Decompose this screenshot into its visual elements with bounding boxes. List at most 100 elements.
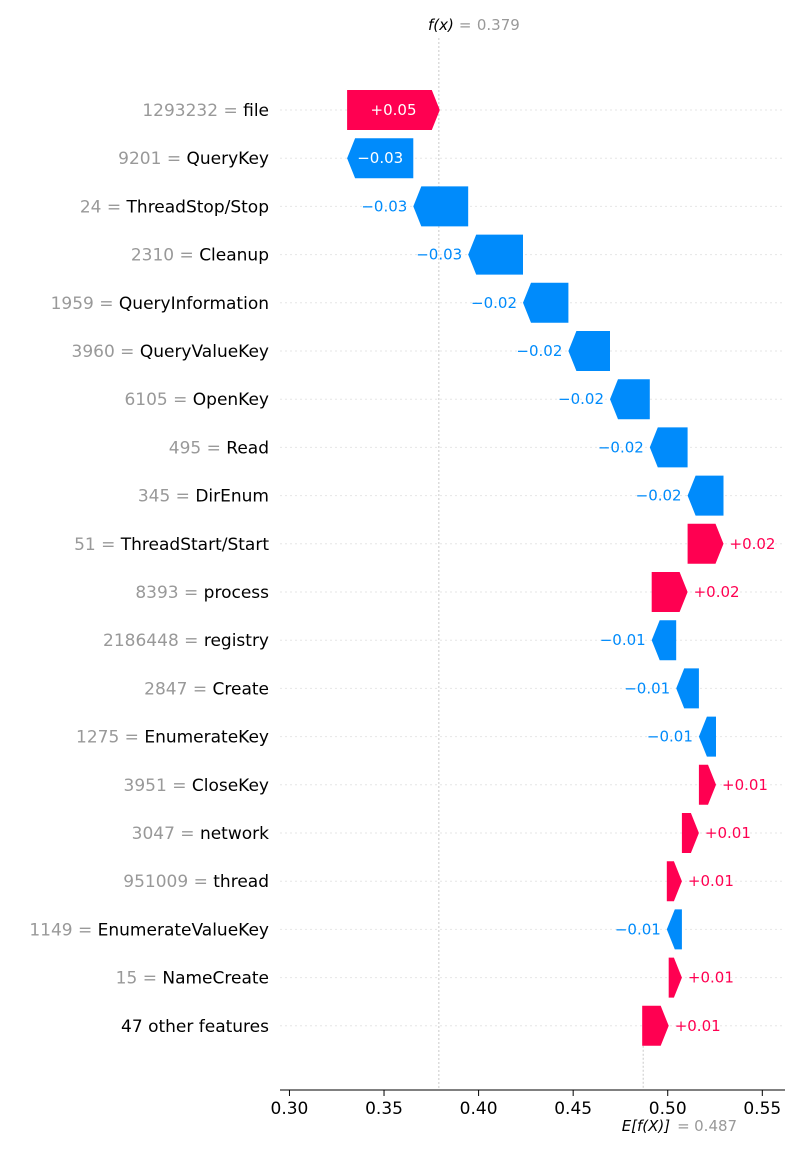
x-tick-label: 0.35	[365, 1099, 403, 1119]
feature-name: thread	[213, 872, 269, 892]
feature-value: 1149	[29, 920, 72, 940]
contribution-label: −0.01	[615, 920, 661, 938]
fx-equals: =	[459, 16, 472, 34]
contribution-label: −0.01	[600, 631, 646, 649]
feature-label: 1959 = QueryInformation	[51, 294, 269, 314]
feature-name: EnumerateKey	[144, 728, 269, 748]
feature-label: 3951 = CloseKey	[124, 776, 269, 796]
feature-label: 47 other features	[121, 1017, 269, 1037]
feature-name: 47 other features	[121, 1017, 269, 1037]
feature-value: 2310	[131, 246, 174, 266]
x-tick-label: 0.30	[271, 1099, 309, 1119]
feature-label: 2847 = Create	[144, 679, 269, 699]
feature-equals: =	[137, 969, 162, 989]
feature-label: 51 = ThreadStart/Start	[74, 535, 269, 555]
negative-contribution-bar	[468, 234, 523, 275]
contribution-label: +0.01	[675, 1017, 721, 1035]
feature-equals: =	[175, 824, 200, 844]
negative-contribution-bar	[649, 427, 688, 468]
feature-label: 3047 = network	[132, 824, 270, 844]
feature-name: QueryKey	[187, 149, 270, 169]
x-axis: 0.30 0.35 0.40 0.45 0.50 0.55	[271, 1089, 785, 1119]
feature-label: 951009 = thread	[123, 872, 269, 892]
negative-contribution-bar	[523, 282, 569, 323]
feature-equals: =	[115, 342, 140, 362]
fx-annotation: f(x) = 0.379	[428, 16, 520, 34]
positive-contribution-bar	[681, 813, 699, 853]
contribution-label: −0.03	[357, 149, 403, 167]
feature-value: 51	[74, 535, 96, 555]
contribution-label: +0.01	[688, 872, 734, 890]
fx-value: 0.379	[477, 16, 520, 34]
negative-contribution-bar	[347, 138, 414, 179]
negative-contribution-bar	[651, 620, 677, 661]
efx-label: E[f(X)]	[622, 1117, 671, 1135]
x-tick-label: 0.45	[554, 1099, 592, 1119]
positive-contribution-bar	[347, 90, 440, 130]
contribution-label: −0.03	[416, 246, 462, 264]
negative-contribution-bar	[698, 716, 716, 757]
feature-value: 1959	[51, 294, 94, 314]
positive-contribution-bar	[668, 957, 682, 998]
feature-value: 15	[116, 969, 138, 989]
contribution-label: −0.02	[516, 342, 562, 360]
negative-contribution-bar	[676, 668, 699, 709]
feature-name: Read	[226, 438, 269, 458]
feature-name: QueryValueKey	[140, 342, 269, 362]
feature-name: QueryInformation	[119, 294, 269, 314]
feature-labels: 1293232 = file 9201 = QueryKey 24 = Thread…	[29, 101, 269, 1037]
x-tick-label: 0.50	[649, 1099, 687, 1119]
feature-name: network	[200, 824, 269, 844]
efx-equals: =	[677, 1117, 690, 1135]
contribution-label: −0.01	[647, 728, 693, 746]
feature-equals: =	[161, 149, 186, 169]
efx-value: 0.487	[694, 1117, 737, 1135]
feature-value: 8393	[135, 583, 178, 603]
feature-name: ThreadStart/Start	[120, 535, 270, 555]
feature-equals: =	[94, 294, 119, 314]
negative-contribution-bar	[687, 475, 724, 516]
reference-lines	[438, 38, 644, 1090]
contribution-label: +0.05	[371, 101, 417, 119]
contribution-label: +0.02	[694, 583, 740, 601]
contribution-label: +0.01	[722, 776, 768, 794]
feature-value: 2186448	[103, 631, 179, 651]
feature-equals: =	[73, 920, 98, 940]
feature-label: 6105 = OpenKey	[124, 390, 269, 410]
feature-name: EnumerateValueKey	[98, 920, 269, 940]
positive-contribution-bar	[687, 523, 724, 564]
feature-equals: =	[187, 679, 212, 699]
contribution-label: −0.03	[361, 197, 407, 215]
feature-name: ThreadStop/Stop	[126, 197, 269, 217]
contribution-label: −0.02	[558, 390, 604, 408]
feature-name: file	[243, 101, 269, 121]
feature-equals: =	[119, 728, 144, 748]
feature-equals: =	[179, 583, 204, 603]
feature-label: 1149 = EnumerateValueKey	[29, 920, 269, 940]
feature-value: 1275	[76, 728, 119, 748]
feature-equals: =	[168, 390, 193, 410]
x-tick-label: 0.55	[743, 1099, 781, 1119]
feature-label: 2186448 = registry	[103, 631, 269, 651]
feature-name: Cleanup	[199, 246, 269, 266]
feature-equals: =	[96, 535, 121, 555]
feature-label: 1275 = EnumerateKey	[76, 728, 269, 748]
feature-equals: =	[188, 872, 213, 892]
contribution-bars: +0.05 −0.03 −0.03 −0.03 −0.02 −0.02 −0.02 −0.02…	[347, 90, 775, 1046]
feature-value: 345	[138, 487, 170, 507]
feature-value: 24	[80, 197, 102, 217]
feature-equals: =	[101, 197, 126, 217]
feature-label: 9201 = QueryKey	[118, 149, 269, 169]
feature-value: 6105	[124, 390, 167, 410]
negative-contribution-bar	[610, 379, 650, 420]
feature-name: Create	[213, 679, 270, 699]
efx-annotation: E[f(X)] = 0.487	[622, 1117, 737, 1135]
contribution-label: −0.02	[636, 487, 682, 505]
positive-contribution-bar	[698, 764, 716, 805]
feature-equals: =	[201, 438, 226, 458]
feature-label: 495 = Read	[169, 438, 269, 458]
x-tick-label: 0.40	[460, 1099, 498, 1119]
contribution-label: −0.02	[598, 438, 644, 456]
contribution-label: +0.02	[730, 535, 776, 553]
